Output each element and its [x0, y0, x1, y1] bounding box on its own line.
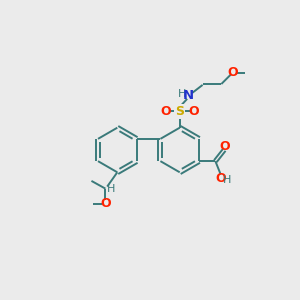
- Text: O: O: [100, 197, 111, 210]
- Text: O: O: [189, 105, 199, 118]
- Text: O: O: [220, 140, 230, 153]
- Text: H: H: [107, 184, 116, 194]
- Text: H: H: [223, 175, 231, 185]
- Text: H: H: [178, 89, 186, 99]
- Text: O: O: [215, 172, 226, 184]
- Text: O: O: [160, 105, 171, 118]
- Text: N: N: [183, 89, 194, 102]
- Text: O: O: [227, 66, 238, 79]
- Text: S: S: [175, 105, 184, 118]
